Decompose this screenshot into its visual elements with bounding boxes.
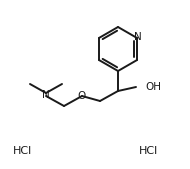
Text: O: O xyxy=(77,91,85,101)
Text: N: N xyxy=(42,90,50,100)
Text: HCl: HCl xyxy=(138,146,158,156)
Text: OH: OH xyxy=(145,82,161,92)
Text: N: N xyxy=(134,32,142,42)
Text: HCl: HCl xyxy=(12,146,32,156)
